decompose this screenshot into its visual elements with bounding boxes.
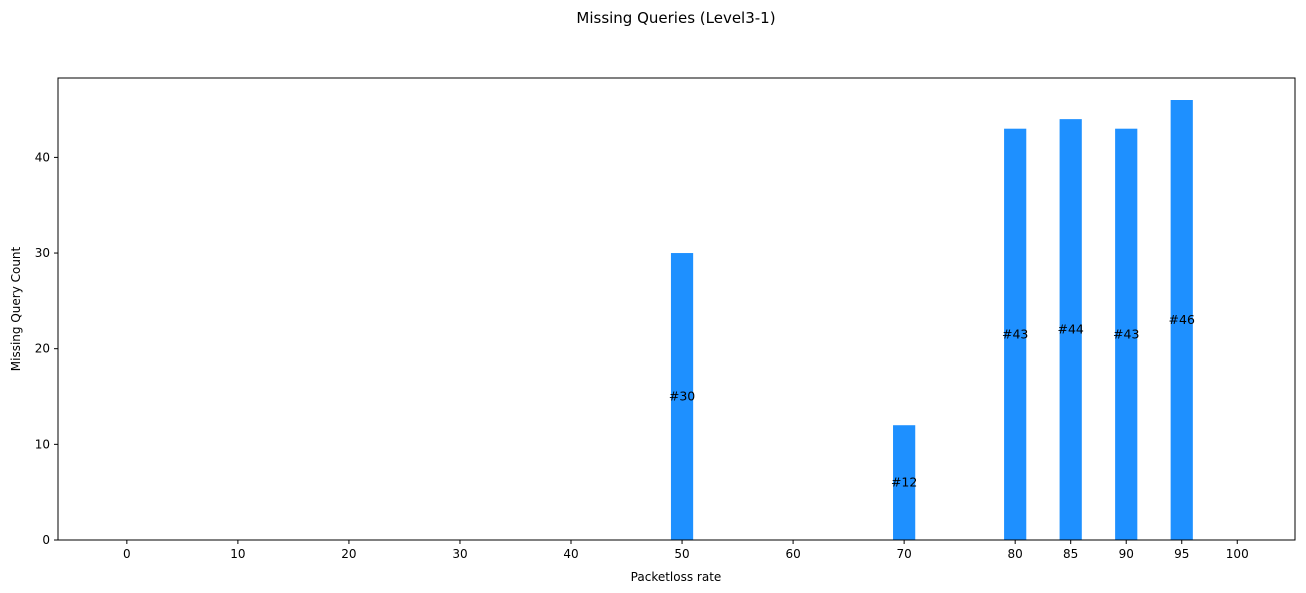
data-label-70: #12	[891, 475, 917, 490]
y-axis-label: Missing Query Count	[9, 246, 23, 371]
bar-85	[1059, 119, 1082, 540]
y-tick-label: 20	[35, 342, 50, 356]
data-labels-group: #30 #12 #43 #44 #43 #46	[669, 312, 1195, 490]
x-tick-label: 50	[674, 547, 689, 561]
x-tick-label: 0	[123, 547, 131, 561]
bar-95	[1170, 100, 1193, 540]
data-label-95: #46	[1169, 312, 1195, 327]
y-axis-ticks: 0 10 20 30 40	[35, 150, 58, 547]
x-tick-label: 95	[1174, 547, 1189, 561]
x-tick-label: 70	[896, 547, 911, 561]
x-tick-label: 80	[1008, 547, 1023, 561]
y-tick-label: 10	[35, 437, 50, 451]
bar-50	[670, 253, 694, 541]
bar-70	[893, 425, 916, 540]
bar-90	[1115, 128, 1138, 540]
chart-title: Missing Queries (Level3-1)	[576, 9, 775, 27]
plot-frame	[57, 77, 1296, 541]
data-label-85: #44	[1058, 322, 1084, 337]
data-label-80: #43	[1002, 326, 1028, 341]
x-tick-label: 10	[230, 547, 245, 561]
x-tick-label: 100	[1226, 547, 1249, 561]
x-axis-label: Packetloss rate	[631, 570, 722, 584]
x-tick-label: 30	[452, 547, 467, 561]
bars-group	[670, 100, 1193, 541]
y-tick-label: 0	[42, 533, 50, 547]
bar-80	[1004, 128, 1027, 540]
y-tick-label: 40	[35, 150, 50, 164]
x-tick-label: 85	[1063, 547, 1078, 561]
x-tick-label: 90	[1119, 547, 1134, 561]
data-label-50: #30	[669, 389, 695, 404]
x-axis-ticks: 0 10 20 30 40 50 60 70 80 85 90 95 100	[123, 540, 1249, 561]
x-tick-label: 20	[341, 547, 356, 561]
data-label-90: #43	[1113, 326, 1139, 341]
x-tick-label: 40	[563, 547, 578, 561]
y-tick-label: 30	[35, 246, 50, 260]
x-tick-label: 60	[785, 547, 800, 561]
